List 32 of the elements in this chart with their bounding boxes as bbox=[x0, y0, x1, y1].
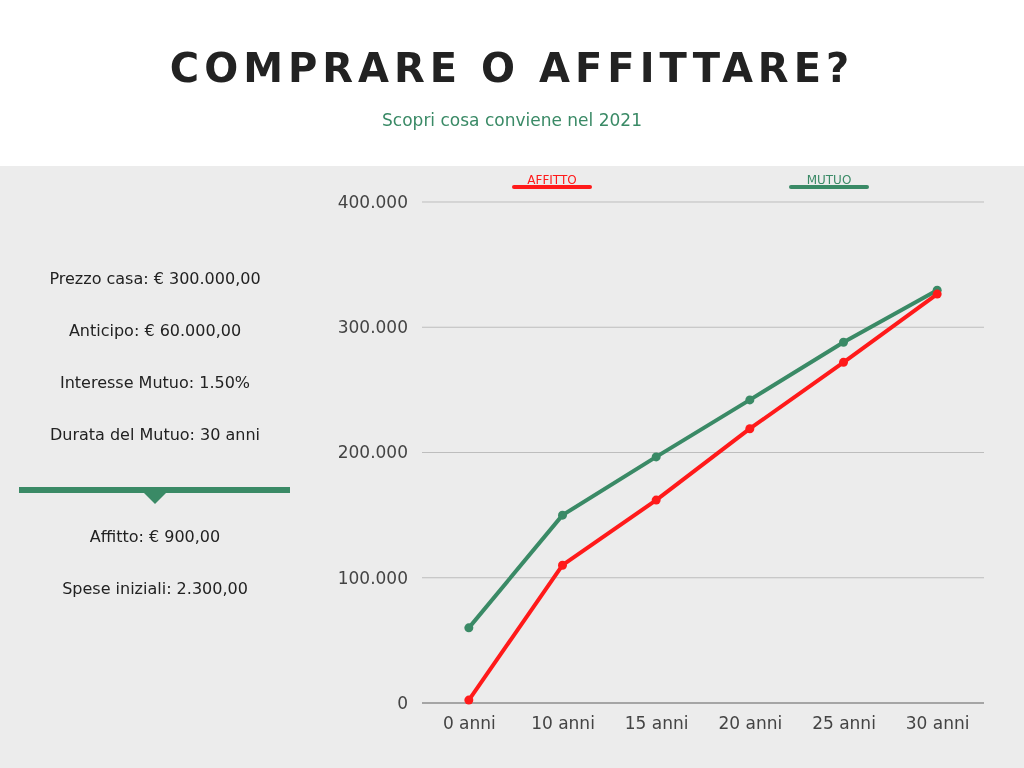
point bbox=[464, 695, 474, 705]
y-tick-label: 100.000 bbox=[337, 567, 408, 588]
text: Interesse Mutuo: 1.50% bbox=[59, 373, 251, 392]
text: Durata del Mutuo: 30 anni bbox=[49, 425, 261, 444]
y-tick-label: 200.000 bbox=[337, 442, 408, 463]
text: AFFITTO bbox=[527, 173, 577, 187]
chart-subtitle: Scopri cosa conviene nel 2021 bbox=[382, 110, 642, 130]
y-tick-label: 300.000 bbox=[337, 317, 408, 338]
text: Affitto: € 900,00 bbox=[89, 527, 221, 546]
x-tick-label: 25 anni bbox=[812, 713, 876, 734]
text: Spese iniziali: 2.300,00 bbox=[62, 579, 248, 598]
point bbox=[745, 424, 755, 434]
chart-title: COMPRARE O AFFITTARE? bbox=[169, 45, 855, 91]
x-tick-label: 0 anni bbox=[442, 713, 496, 734]
point bbox=[839, 337, 848, 347]
point bbox=[651, 452, 661, 462]
text: Anticipo: € 60.000,00 bbox=[68, 321, 242, 340]
point bbox=[745, 395, 755, 405]
point bbox=[464, 623, 474, 633]
point bbox=[932, 289, 942, 299]
point bbox=[558, 510, 567, 520]
y-tick-label: 0 bbox=[397, 692, 408, 713]
point bbox=[839, 357, 848, 367]
x-tick-label: 20 anni bbox=[718, 713, 783, 734]
y-tick-label: 400.000 bbox=[337, 191, 408, 212]
x-tick-label: 15 anni bbox=[624, 713, 689, 734]
point bbox=[558, 560, 567, 570]
text: Prezzo casa: € 300.000,00 bbox=[49, 269, 261, 288]
x-tick-label: 30 anni bbox=[905, 713, 970, 734]
point bbox=[651, 495, 661, 505]
text: MUTUO bbox=[806, 173, 852, 187]
x-tick-label: 10 anni bbox=[531, 713, 595, 734]
